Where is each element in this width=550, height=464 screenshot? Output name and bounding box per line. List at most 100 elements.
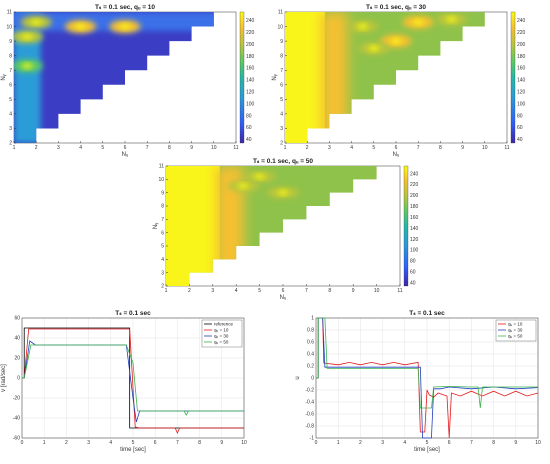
colorbar-tick-label: 40: [517, 137, 523, 143]
colorbar-tick-label: 80: [246, 113, 252, 119]
y-tick-label: 3: [9, 126, 12, 132]
colorbar-tick-label: 200: [246, 42, 255, 48]
series-line: [22, 344, 244, 416]
colorbar-tick-label: 80: [410, 259, 416, 265]
colorbar: [239, 11, 245, 144]
x-tick-label: 6: [395, 145, 398, 151]
legend-label: qᵤ = 30: [508, 328, 523, 333]
x-tick-label: 8: [492, 440, 495, 446]
x-tick-label: 4: [79, 145, 82, 151]
series-line: [22, 328, 244, 434]
x-tick-label: 9: [190, 145, 193, 151]
colorbar-tick-label: 140: [410, 226, 419, 232]
x-tick-label: 0: [21, 440, 24, 446]
y-tick-label: -60: [13, 436, 20, 442]
y-tick-label: 8: [280, 53, 283, 59]
x-tick-label: 1: [165, 288, 168, 294]
x-tick-label: 4: [403, 440, 406, 446]
x-tick-label: 1: [43, 440, 46, 446]
y-tick-label: 0: [17, 376, 20, 382]
y-tick-label: 0.2: [307, 364, 314, 370]
x-tick-label: 3: [57, 145, 60, 151]
heat-hotspot-core: [21, 63, 33, 69]
colorbar-tick-label: 100: [517, 101, 526, 107]
x-tick-label: 10: [211, 145, 217, 151]
y-tick-label: 8: [161, 204, 164, 210]
x-tick-label: 2: [65, 440, 68, 446]
y-axis-label: v [rad/sec]: [1, 364, 7, 392]
y-axis-label: Nᵧ: [1, 74, 7, 80]
series-line: [316, 317, 539, 439]
x-tick-label: 7: [470, 440, 473, 446]
heat-hotspot-core: [445, 16, 458, 22]
series-line: [316, 317, 538, 409]
colorbar-tick-label: 160: [517, 66, 526, 72]
y-tick-label: 10: [6, 24, 12, 30]
colorbar-tick-label: 180: [410, 204, 419, 210]
x-tick-label: 0: [315, 440, 318, 446]
x-tick-label: 7: [176, 440, 179, 446]
x-tick-label: 1: [284, 145, 287, 151]
colorbar-tick-label: 120: [410, 237, 419, 243]
x-tick-label: 6: [124, 145, 127, 151]
x-tick-label: 7: [417, 145, 420, 151]
y-tick-label: -0.8: [305, 424, 314, 430]
x-tick-label: 7: [305, 288, 308, 294]
chart-title: Tₛ = 0.1 sec, qᵤ = 10: [95, 4, 155, 11]
x-tick-label: 11: [397, 288, 402, 294]
x-tick-label: 6: [448, 440, 451, 446]
legend-label: reference: [214, 322, 234, 327]
colorbar-tick-label: 40: [410, 280, 416, 286]
y-tick-label: 10: [158, 177, 164, 183]
x-tick-label: 8: [328, 288, 331, 294]
y-tick-label: 3: [280, 126, 283, 132]
y-tick-label: -0.6: [305, 412, 314, 418]
heat-yellow: [166, 166, 220, 286]
colorbar-tick-label: 60: [517, 125, 523, 131]
heat-hotspot-core: [21, 34, 33, 40]
x-axis-label: Nᵤ: [280, 295, 287, 301]
colorbar-tick-label: 180: [517, 54, 526, 60]
y-tick-label: -0.2: [305, 388, 314, 394]
x-tick-label: 1: [13, 145, 16, 151]
y-tick-label: -0.4: [305, 400, 314, 406]
y-tick-label: 10: [277, 24, 283, 30]
colorbar-tick-label: 240: [517, 18, 526, 24]
colorbar-tick-label: 40: [246, 137, 252, 143]
heat-hotspot-core: [357, 23, 369, 30]
y-tick-label: 11: [7, 10, 12, 16]
x-tick-label: 5: [132, 440, 135, 446]
y-tick-label: 6: [280, 82, 283, 88]
x-tick-label: 10: [374, 288, 380, 294]
y-tick-label: 0: [311, 376, 314, 382]
x-tick-label: 11: [233, 145, 238, 151]
x-tick-label: 4: [109, 440, 112, 446]
legend-label: qᵤ = 30: [214, 334, 229, 339]
x-tick-label: 2: [35, 145, 38, 151]
x-axis-label: time [sec]: [120, 447, 146, 453]
y-tick-label: 5: [9, 97, 12, 103]
colorbar-tick-label: 240: [246, 18, 255, 24]
colorbar-tick-label: 180: [246, 54, 255, 60]
colorbar-tick-label: 120: [517, 89, 526, 95]
x-tick-label: 3: [211, 288, 214, 294]
x-tick-label: 7: [146, 145, 149, 151]
colorbar: [510, 11, 516, 144]
x-tick-label: 4: [235, 288, 238, 294]
colorbar-tick-label: 100: [246, 101, 255, 107]
y-tick-label: 7: [280, 68, 283, 74]
y-tick-label: 40: [14, 336, 20, 342]
y-tick-label: 9: [9, 39, 12, 45]
x-axis-label: time [sec]: [414, 447, 440, 453]
x-tick-label: 8: [168, 145, 171, 151]
y-tick-label: 9: [161, 190, 164, 196]
y-tick-label: 5: [161, 244, 164, 250]
colorbar-tick-label: 200: [517, 42, 526, 48]
x-tick-label: 3: [87, 440, 90, 446]
line-chart-control: 0 1 2 3 4 5 6 7 8 9 10 -1 -0.8 -0.6 -0.4 -0.2 0 0.2 0.4 0.6…: [295, 310, 541, 453]
x-tick-label: 3: [381, 440, 384, 446]
x-tick-label: 5: [101, 145, 104, 151]
y-tick-label: 7: [9, 68, 12, 74]
